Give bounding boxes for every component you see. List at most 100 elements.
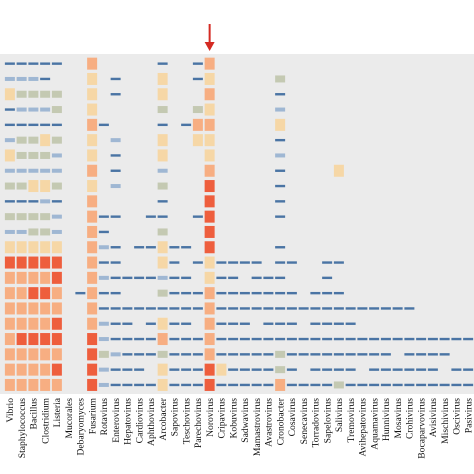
heatmap-cell-clostridium-r6 [40,134,51,147]
heatmap-cell-kobuvirus-r22 [228,383,239,387]
heatmap-cell-avihepatovirus-r19 [357,337,368,341]
column-label-bacillus: Bacillus [29,398,40,430]
heatmap-cell-fusarium-r18 [87,317,98,330]
heatmap-cell-enterovirus-r3 [110,93,121,96]
heatmap-cell-avastrovirus-r17 [263,307,274,310]
heatmap-cell-enterovirus-r14 [110,261,121,264]
heatmap-cell-clostridium-r20 [40,348,51,361]
heatmap-cell-vibrio-r21 [4,363,15,376]
heatmap-cell-cronobacter-r22 [275,378,286,391]
heatmap-cell-vibrio-r2 [4,76,15,81]
heatmap-cell-listeria-r22 [51,378,62,391]
heatmap-cell-crohivirus-r17 [404,307,415,310]
heatmap-cell-rotavirus-r11 [98,215,109,218]
heatmap-cell-bocaparvovirus-r22 [416,383,427,387]
heatmap-cell-parechovirus-r1 [192,62,203,65]
heatmap-cell-arcobacter-r21 [157,363,168,376]
heatmap-cell-senecavirus-r19 [298,337,309,341]
heatmap-cell-bacillus-r10 [28,200,39,203]
heatmap-cell-arcobacter-r5 [157,123,168,127]
column-label-rotavirus: Rotavirus [99,398,110,436]
heatmap-cell-mischivirus-r22 [439,383,450,387]
column-label-tremovirus: Tremovirus [346,398,357,443]
heatmap-cell-listeria-r20 [51,348,62,361]
heatmap-cell-teschovirus-r20 [181,353,192,356]
heatmap-cell-cosavirus-r18 [286,322,297,325]
heatmap-cell-bacillus-r17 [28,302,39,315]
heatmap-cell-aphthovirus-r13 [145,246,156,249]
heatmap-cell-tremovirus-r18 [345,322,356,325]
heatmap-cell-parechovirus-r4 [192,106,203,114]
heatmap-cell-vibrio-r20 [4,348,15,361]
column-label-vibrio: Vibrio [5,398,16,423]
heatmap-cell-torradovirus-r21 [310,368,321,371]
heatmap-cell-arcobacter-r19 [157,333,168,346]
heatmap-cell-cronobacter-r6 [275,138,286,142]
heatmap-cell-fusarium-r8 [87,164,98,177]
heatmap-cell-staphylococcus-r19 [16,333,27,346]
heatmap-cell-cronobacter-r4 [275,107,286,112]
column-label-parechovirus: Parechovirus [193,398,204,448]
heatmap-cell-enterovirus-r16 [110,291,121,295]
heatmap-cell-rotavirus-r16 [98,291,109,295]
heatmap-cell-listeria-r17 [51,302,62,315]
heatmap-cell-arcobacter-r10 [157,200,168,203]
heatmap-cell-aquamavirus-r21 [369,368,380,371]
heatmap-cell-cardiovirus-r22 [134,383,145,387]
heatmap-cell-vibrio-r11 [4,213,15,221]
heatmap-cell-cripavirus-r16 [216,291,227,295]
heatmap-cell-arcobacter-r15 [157,275,168,280]
heatmap-cell-parechovirus-r11 [192,215,203,218]
heatmap-cell-arcobacter-r11 [157,215,168,218]
heatmap-cell-clostridium-r19 [40,333,51,346]
heatmap-cell-kobuvirus-r17 [228,307,239,310]
heatmap-cell-vibrio-r22 [4,378,15,391]
heatmap-cell-bacillus-r22 [28,378,39,391]
heatmap-cell-avihepatovirus-r20 [357,353,368,356]
heatmap-cell-cosavirus-r21 [286,368,297,371]
heatmap-cell-salivirus-r21 [333,368,344,371]
heatmap-cell-cronobacter-r2 [275,75,286,83]
heatmap-cell-teschovirus-r18 [181,322,192,325]
heatmap-cell-cronobacter-r21 [275,366,286,374]
heatmap-cell-cardiovirus-r20 [134,353,145,356]
heatmap-cell-sapelovirus-r21 [322,368,333,371]
heatmap-cell-clostridium-r12 [40,228,51,236]
heatmap-cell-clostridium-r9 [40,180,51,193]
heatmap-cell-salivirus-r20 [333,353,344,356]
heatmap-cell-vibrio-r12 [4,229,15,234]
heatmap-cell-cosavirus-r14 [286,261,297,264]
heatmap-cell-avastrovirus-r15 [263,276,274,280]
heatmap-cell-bocaparvovirus-r19 [416,337,427,341]
heatmap-cell-listeria-r7 [51,153,62,158]
heatmap-cell-norovirus-r22 [204,378,215,391]
heatmap-cell-sapelovirus-r16 [322,291,333,295]
heatmap-cell-teschovirus-r13 [181,246,192,249]
heatmap-cell-bacillus-r3 [28,90,39,98]
heatmap-cell-rotavirus-r19 [98,337,109,342]
heatmap-cell-aphthovirus-r18 [145,322,156,325]
column-label-debaryomyces: Debaryomyces [76,398,87,456]
heatmap-cell-listeria-r9 [51,182,62,190]
heatmap-cell-sapovirus-r20 [169,353,180,356]
heatmap-cell-crohivirus-r20 [404,353,415,356]
heatmap-cell-avastrovirus-r19 [263,337,274,341]
heatmap-cell-hunnivirus-r20 [380,353,391,356]
heatmap-cell-listeria-r16 [51,287,62,300]
heatmap-cell-sadwavirus-r18 [239,322,250,325]
heatmap-cell-bocaparvovirus-r20 [416,353,427,356]
heatmap-cell-arcobacter-r6 [157,134,168,147]
heatmap-cell-bacillus-r5 [28,123,39,127]
heatmap-cell-listeria-r15 [51,271,62,284]
heatmap-cell-sapovirus-r17 [169,307,180,310]
heatmap-cell-norovirus-r19 [204,333,215,346]
heatmap-cell-staphylococcus-r13 [16,241,27,254]
heatmap-cell-staphylococcus-r14 [16,256,27,269]
heatmap-cell-vibrio-r9 [4,182,15,190]
heatmap-cell-norovirus-r8 [204,164,215,177]
heatmap-cell-staphylococcus-r2 [16,76,27,81]
column-label-kobuvirus: Kobuvirus [228,398,239,439]
heatmap-cell-enterovirus-r11 [110,215,121,218]
heatmap-cell-hepatovirus-r18 [122,322,133,325]
heatmap-cell-oscivirus-r22 [451,383,462,387]
